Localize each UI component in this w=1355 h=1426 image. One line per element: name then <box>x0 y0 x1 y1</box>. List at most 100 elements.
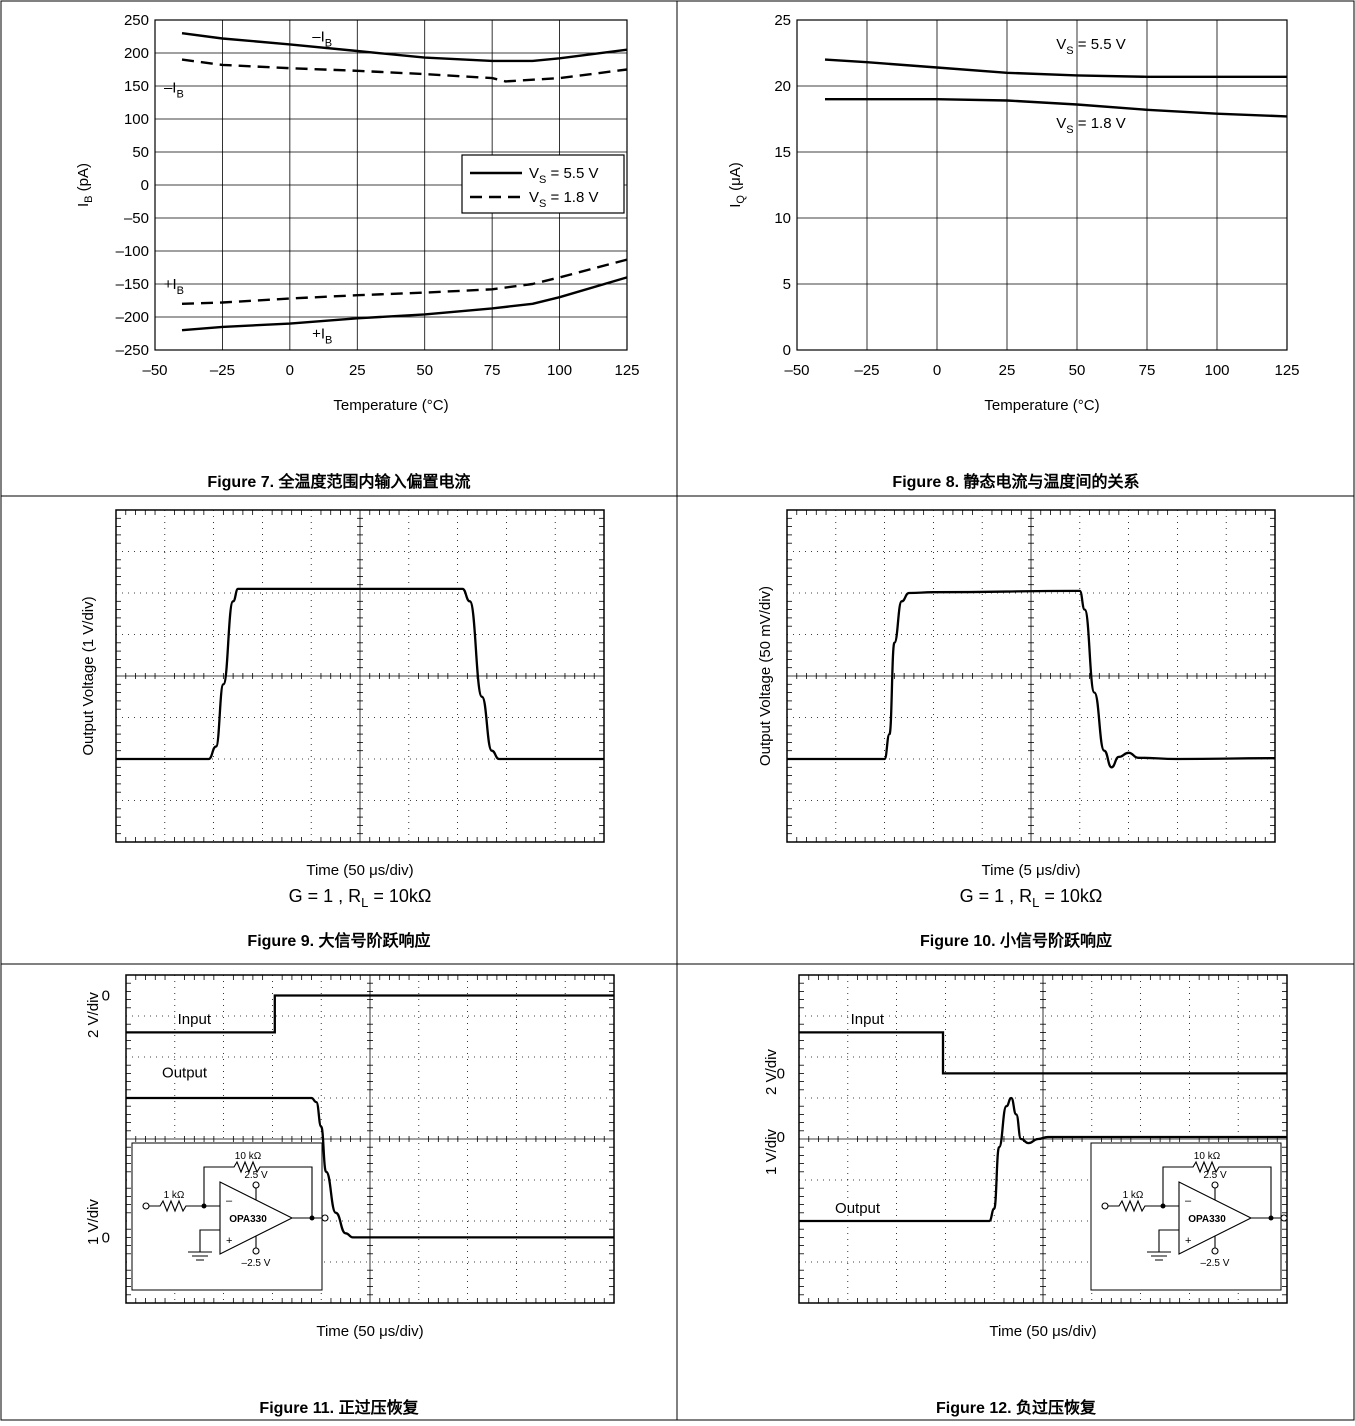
trace-input <box>125 994 614 1034</box>
input-resistor-label: 1 kΩ <box>164 1190 185 1201</box>
x-tick-label: –25 <box>854 362 879 379</box>
ground-wire <box>199 1229 220 1252</box>
x-tick-label: 75 <box>1139 362 1156 379</box>
opamp-plus-pin: + <box>226 1235 232 1247</box>
output-node <box>309 1215 315 1221</box>
feedback-resistor-label: 10 kΩ <box>1194 1151 1221 1162</box>
feedback-resistor-label: 10 kΩ <box>235 1151 262 1162</box>
trace-output <box>799 1096 1287 1223</box>
input-terminal <box>142 1202 150 1210</box>
x-tick-label: 25 <box>999 362 1016 379</box>
series-line <box>824 58 1287 78</box>
y-tick-label: 0 <box>141 177 149 194</box>
trace-label: Input <box>178 1011 212 1028</box>
x-tick-label: 50 <box>416 362 433 379</box>
x-axis-label: Time (50 μs/div) <box>316 1323 423 1340</box>
x-axis-label: Time (5 μs/div) <box>982 862 1081 879</box>
zero-label-bottom: 0 <box>777 1129 785 1146</box>
caption-figure-7: Figure 7. 全温度范围内输入偏置电流 <box>207 472 470 491</box>
zero-label-top: 0 <box>102 988 110 1005</box>
y-tick-label: 10 <box>774 210 791 227</box>
x-tick-label: 125 <box>1274 362 1299 379</box>
x-tick-label: –50 <box>784 362 809 379</box>
annotation-label: VS = 1.8 V <box>1056 115 1125 136</box>
x-tick-label: 125 <box>614 362 639 379</box>
chart-large-signal-step: Output Voltage (1 V/div) Time (50 μs/div)… <box>80 509 605 910</box>
input-terminal <box>1101 1202 1109 1210</box>
y-axis-label: IB (pA) <box>75 163 95 207</box>
legend-label: VS = 1.8 V <box>529 189 598 210</box>
trace-label: Output <box>162 1065 208 1082</box>
caption-figure-12: Figure 12. 负过压恢复 <box>936 1398 1097 1417</box>
output-terminal <box>321 1214 329 1222</box>
pos-supply-label: 2.5 V <box>244 1170 268 1181</box>
y-axis-label: Output Voltage (50 mV/div) <box>757 586 774 766</box>
x-tick-label: 0 <box>933 362 941 379</box>
caption-figure-8: Figure 8. 静态电流与温度间的关系 <box>892 472 1139 491</box>
ground-wire <box>1158 1229 1179 1252</box>
y-axis-label-bottom: 1 V/div <box>763 1129 780 1175</box>
trace-output <box>787 589 1276 769</box>
y-tick-label: 25 <box>774 12 791 29</box>
inset-frame <box>1090 1142 1282 1291</box>
annotation-label: VS = 5.5 V <box>1056 36 1125 57</box>
opamp-minus-pin: – <box>1185 1195 1192 1207</box>
opamp-plus-pin: + <box>1185 1235 1191 1247</box>
ground-icon <box>188 1251 212 1261</box>
x-tick-label: 100 <box>1204 362 1229 379</box>
x-tick-label: –50 <box>142 362 167 379</box>
x-axis-label: Time (50 μs/div) <box>306 862 413 879</box>
y-axis-label-top: 2 V/div <box>763 1049 780 1095</box>
caption-figure-10: Figure 10. 小信号阶跃响应 <box>920 931 1112 950</box>
inset-schematic: OPA330 – +1 kΩ 10 kΩ 2.5 V –2.5 V <box>131 1142 329 1291</box>
trace-label: Input <box>851 1011 885 1028</box>
x-tick-label: –25 <box>210 362 235 379</box>
x-tick-label: 50 <box>1069 362 1086 379</box>
feedback-resistor <box>1162 1160 1272 1218</box>
legend-label: VS = 5.5 V <box>529 165 598 186</box>
neg-supply-terminal <box>1211 1247 1219 1255</box>
x-tick-label: 25 <box>349 362 366 379</box>
opamp-minus-pin: – <box>226 1195 233 1207</box>
x-tick-label: 75 <box>484 362 501 379</box>
pos-supply-label: 2.5 V <box>1203 1170 1227 1181</box>
output-node <box>1268 1215 1274 1221</box>
y-tick-label: 0 <box>783 342 791 359</box>
y-tick-label: –200 <box>116 309 149 326</box>
x-tick-label: 100 <box>547 362 572 379</box>
condition-label: G = 1 , RL = 10kΩ <box>960 886 1103 910</box>
trace-input <box>798 1031 1287 1075</box>
inset-frame <box>131 1142 323 1291</box>
zero-label-bottom: 0 <box>102 1229 110 1246</box>
y-tick-label: –50 <box>124 210 149 227</box>
chart-input-bias-current: –50 –25 0 25 50 75 100 125250200150100500–50–10… <box>75 12 640 414</box>
annotation-label: +IB <box>312 326 332 347</box>
trace-output <box>116 587 604 761</box>
input-resistor <box>149 1199 220 1213</box>
neg-supply-label: –2.5 V <box>242 1258 271 1269</box>
zero-label-top: 0 <box>777 1065 785 1082</box>
y-tick-label: 200 <box>124 45 149 62</box>
y-tick-label: 100 <box>124 111 149 128</box>
y-axis-label: Output Voltage (1 V/div) <box>80 596 97 755</box>
x-axis-label: Time (50 μs/div) <box>989 1323 1096 1340</box>
series-line <box>181 58 628 83</box>
caption-figure-9: Figure 9. 大信号阶跃响应 <box>247 931 430 950</box>
inset-schematic: OPA330 – +1 kΩ 10 kΩ 2.5 V –2.5 V <box>1090 1142 1288 1291</box>
y-tick-label: –150 <box>116 276 149 293</box>
y-tick-label: –250 <box>116 342 149 359</box>
x-axis-label: Temperature (°C) <box>333 397 448 414</box>
y-tick-label: –100 <box>116 243 149 260</box>
y-axis-label-bottom: 1 V/div <box>85 1199 102 1245</box>
feedback-resistor <box>203 1160 313 1218</box>
y-axis-label: IQ (μA) <box>727 162 747 208</box>
neg-supply-terminal <box>252 1247 260 1255</box>
annotation-label: +IB <box>164 276 184 297</box>
neg-supply-label: –2.5 V <box>1201 1258 1230 1269</box>
x-tick-label: 0 <box>286 362 294 379</box>
y-tick-label: 20 <box>774 78 791 95</box>
x-axis-label: Temperature (°C) <box>984 397 1099 414</box>
